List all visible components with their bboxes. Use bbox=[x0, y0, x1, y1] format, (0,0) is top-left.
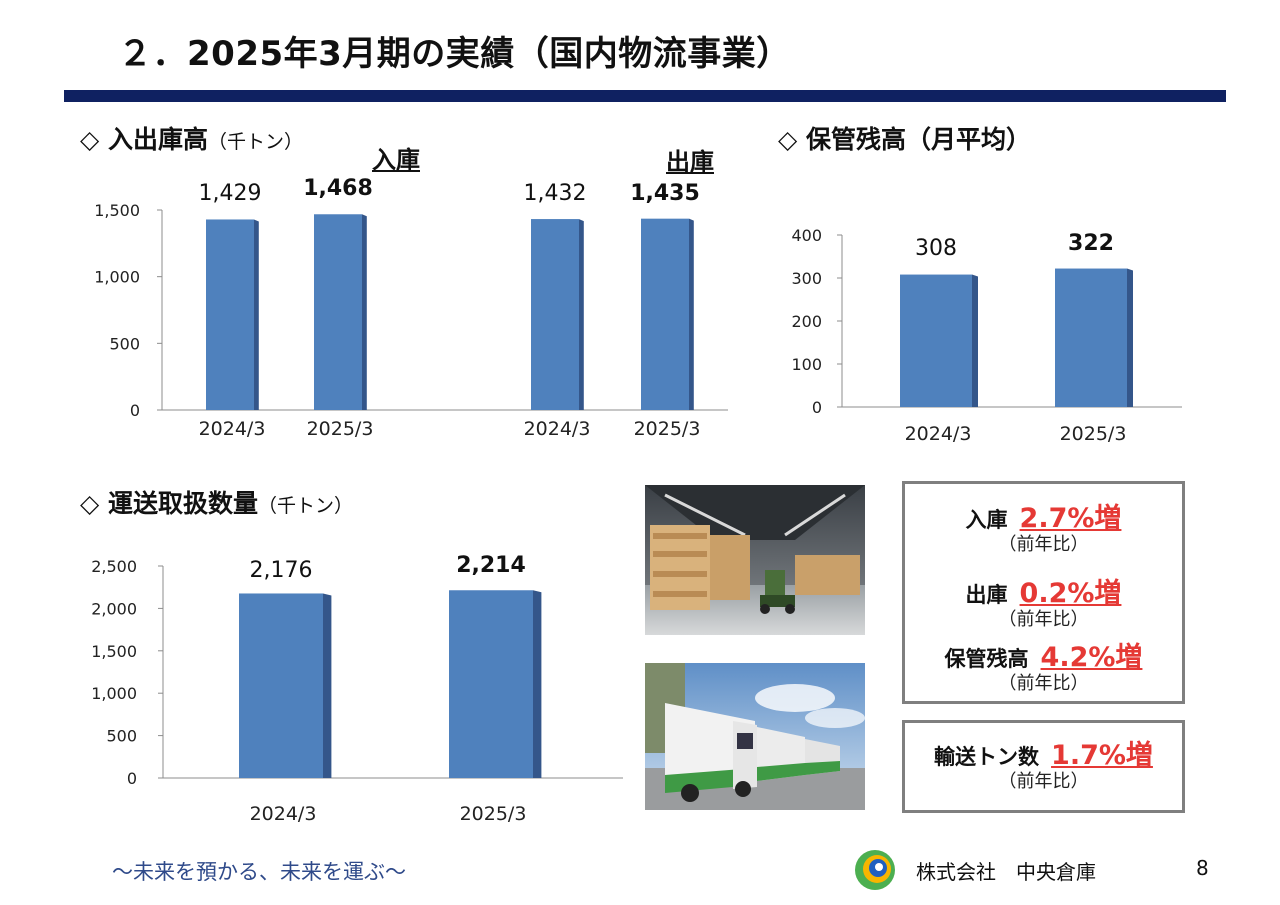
stat-note: （前年比） bbox=[998, 534, 1089, 555]
in-label: 入庫 bbox=[372, 146, 420, 174]
storage-title-text: 保管残高（月平均） bbox=[805, 125, 1031, 154]
storage-bar-side bbox=[1127, 268, 1133, 407]
storage-data-label: 322 bbox=[1068, 231, 1114, 256]
transport-y-tick-label: 500 bbox=[106, 727, 137, 746]
storage-y-tick-label: 400 bbox=[791, 226, 822, 245]
transport-section-title: ◇ 運送取扱数量（千トン） bbox=[80, 484, 353, 520]
inout-bar bbox=[641, 218, 689, 410]
stat-name: 輸送トン数 bbox=[934, 745, 1040, 769]
title-divider bbox=[64, 90, 1226, 102]
transport-bar bbox=[449, 590, 533, 778]
out-label: 出庫 bbox=[666, 148, 714, 176]
inout-section-title: ◇ 入出庫高（千トン） bbox=[80, 120, 303, 156]
stat-name: 保管残高 bbox=[944, 647, 1029, 671]
storage-y-tick-label: 200 bbox=[791, 312, 822, 331]
inout-data-label: 1,432 bbox=[524, 181, 587, 206]
storage-section-title: ◇ 保管残高（月平均） bbox=[778, 120, 1031, 156]
stat-value: 0.2%増 bbox=[1019, 578, 1122, 609]
company-name: 株式会社 中央倉庫 bbox=[916, 860, 1096, 884]
transport-category-label: 2025/3 bbox=[460, 803, 527, 825]
storage-data-label: 308 bbox=[915, 236, 957, 261]
inout-bar-side bbox=[579, 219, 584, 410]
inout-y-tick-label: 1,000 bbox=[94, 268, 140, 287]
transport-bar-side bbox=[323, 593, 332, 778]
stat-value: 2.7%増 bbox=[1019, 503, 1122, 534]
page-number: 8 bbox=[1196, 856, 1209, 880]
storage-y-tick-label: 300 bbox=[791, 269, 822, 288]
inout-category-label: 2025/3 bbox=[634, 418, 701, 440]
stat-row-transport: 輸送トン数 1.7%増 bbox=[905, 733, 1182, 772]
inout-unit: （千トン） bbox=[207, 131, 303, 153]
inout-bar bbox=[206, 219, 254, 410]
inout-y-tick-label: 1,500 bbox=[94, 201, 140, 220]
storage-y-tick-label: 100 bbox=[791, 355, 822, 374]
transport-bar bbox=[239, 593, 323, 778]
stat-name: 入庫 bbox=[965, 508, 1008, 532]
inout-data-label: 1,429 bbox=[199, 181, 262, 206]
transport-category-label: 2024/3 bbox=[250, 803, 317, 825]
inout-data-label: 1,435 bbox=[630, 181, 700, 206]
transport-y-tick-label: 1,500 bbox=[91, 642, 137, 661]
stat-note: （前年比） bbox=[998, 771, 1089, 792]
inout-title-text: 入出庫高 bbox=[107, 125, 208, 154]
transport-unit: （千トン） bbox=[257, 495, 353, 517]
trucks-photo bbox=[645, 663, 865, 810]
stat-value: 1.7%増 bbox=[1051, 740, 1153, 771]
stat-row-storage: 保管残高 4.2%増 bbox=[905, 635, 1182, 674]
transport-y-tick-label: 1,000 bbox=[91, 684, 137, 703]
storage-bar bbox=[900, 274, 972, 407]
transport-y-tick-label: 2,000 bbox=[91, 599, 137, 618]
transport-data-label: 2,176 bbox=[250, 558, 313, 583]
page-title: ２．2025年3月期の実績（国内物流事業） bbox=[118, 34, 791, 74]
inout-bar bbox=[314, 214, 362, 410]
inout-category-label: 2024/3 bbox=[199, 418, 266, 440]
inout-bar-side bbox=[362, 214, 367, 410]
transport-y-tick-label: 0 bbox=[127, 769, 137, 788]
stat-row-in: 入庫 2.7%増 bbox=[905, 496, 1182, 535]
diamond-marker-icon: ◇ bbox=[80, 125, 100, 154]
storage-category-label: 2025/3 bbox=[1060, 423, 1127, 445]
yoy-stats-box: 入庫 2.7%増 （前年比） 出庫 0.2%増 （前年比） 保管残高 4.2%増 （前… bbox=[902, 481, 1185, 704]
diamond-marker-icon: ◇ bbox=[778, 125, 798, 154]
stat-value: 4.2%増 bbox=[1040, 642, 1143, 673]
diamond-marker-icon: ◇ bbox=[80, 489, 100, 518]
inout-data-label: 1,468 bbox=[303, 176, 373, 201]
transport-title-text: 運送取扱数量 bbox=[107, 489, 258, 518]
company-logo-icon bbox=[850, 848, 900, 892]
inout-bar-side bbox=[254, 219, 259, 410]
inout-bar-side bbox=[689, 218, 694, 410]
stat-note: （前年比） bbox=[998, 609, 1089, 630]
storage-category-label: 2024/3 bbox=[905, 423, 972, 445]
storage-bar-side bbox=[972, 274, 978, 407]
transport-bar-side bbox=[533, 590, 542, 778]
transport-y-tick-label: 2,500 bbox=[91, 557, 137, 576]
storage-y-tick-label: 0 bbox=[812, 398, 822, 417]
inout-y-tick-label: 500 bbox=[109, 334, 140, 353]
transport-data-label: 2,214 bbox=[456, 553, 526, 578]
inout-bar bbox=[531, 219, 579, 410]
transport-stats-box: 輸送トン数 1.7%増 （前年比） bbox=[902, 720, 1185, 813]
stat-note: （前年比） bbox=[998, 673, 1089, 694]
storage-bar bbox=[1055, 268, 1127, 407]
inout-category-label: 2025/3 bbox=[307, 418, 374, 440]
warehouse-forklift-photo bbox=[645, 485, 865, 635]
inout-category-label: 2024/3 bbox=[524, 418, 591, 440]
inout-y-tick-label: 0 bbox=[130, 401, 140, 420]
stat-name: 出庫 bbox=[965, 583, 1008, 607]
stat-row-out: 出庫 0.2%増 bbox=[905, 571, 1182, 610]
slogan: ～未来を預かる、未来を運ぶ～ bbox=[112, 860, 406, 884]
